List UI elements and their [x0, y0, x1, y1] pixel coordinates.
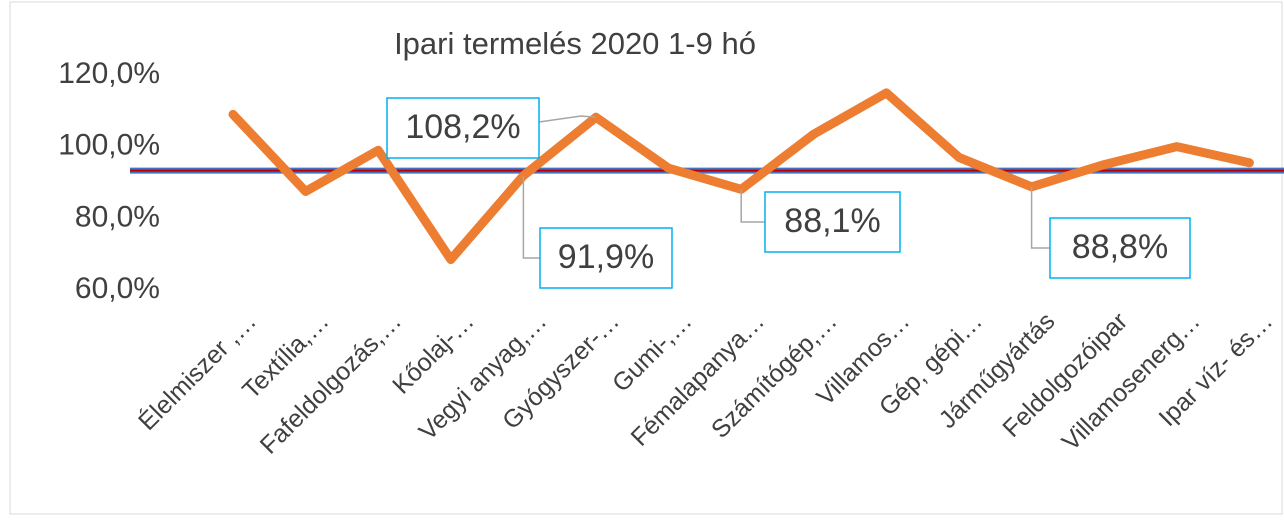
y-tick-label: 120,0%: [58, 57, 160, 90]
label-box: [764, 191, 901, 253]
label-box: [386, 97, 540, 159]
leader-line: [740, 189, 765, 223]
y-tick-label: 60,0%: [75, 272, 160, 305]
label-box: [539, 227, 673, 289]
leader-line: [1030, 186, 1050, 249]
data-label: 91,9%: [558, 238, 654, 276]
data-label: 88,1%: [784, 202, 880, 240]
y-tick-label: 80,0%: [75, 200, 160, 233]
y-tick-label: 100,0%: [58, 129, 160, 162]
data-label: 88,8%: [1072, 228, 1168, 266]
leader-line: [522, 175, 540, 259]
chart-title: Ipari termelés 2020 1-9 hó: [394, 26, 756, 61]
leader-line: [538, 115, 597, 123]
data-label: 108,2%: [405, 108, 520, 146]
label-box: [1049, 217, 1191, 279]
